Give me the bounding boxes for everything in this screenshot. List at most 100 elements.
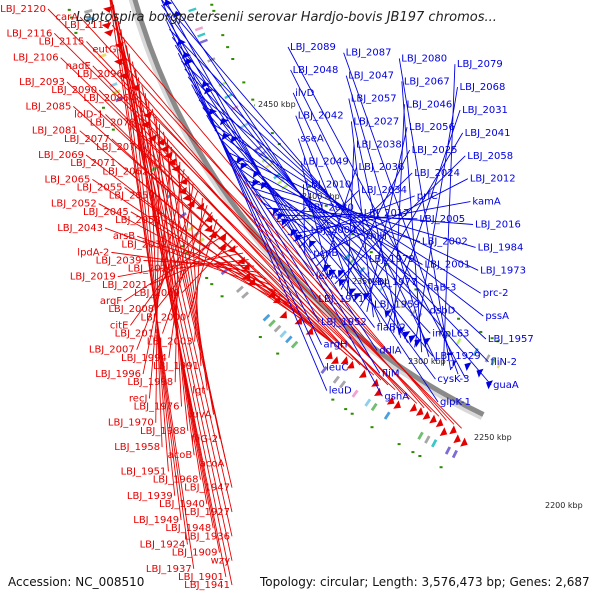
cog-block-outer: [320, 365, 328, 374]
gc-tick-outer: [180, 245, 184, 248]
gc-tick-inner: [221, 34, 225, 37]
gene-label: LBJ_2090: [51, 85, 97, 96]
gene-label: LBJ_2085: [26, 101, 72, 112]
callout-line: [117, 252, 244, 278]
gene-label: LBJ_2117: [64, 20, 110, 31]
gene-label: LBJ_2116: [6, 28, 52, 39]
cog-block-inner: [490, 357, 497, 366]
callout-line: [350, 121, 374, 318]
gc-tick-inner: [212, 9, 216, 12]
gene-label: LBJ_1984: [478, 242, 524, 253]
gc-tick-outer: [185, 251, 189, 254]
gene-label: LBJ_1979: [369, 254, 415, 265]
gc-tick-outer: [111, 128, 115, 131]
gene-label: LBJ_2071: [70, 158, 116, 169]
gene-label: arsB: [113, 231, 135, 242]
callout-line: [295, 115, 381, 323]
gene-label: leuC: [326, 363, 348, 374]
callout-line: [310, 178, 469, 261]
gene-label: LBJ_2000: [140, 312, 186, 323]
cog-block-outer: [383, 411, 391, 420]
gene-label: pcnB: [313, 248, 338, 259]
cog-block-outer: [86, 16, 95, 22]
gene-label: LBJ_1949: [133, 515, 179, 526]
cog-block-inner: [230, 105, 239, 112]
callout-line: [98, 203, 296, 310]
gene-label: LBJ_2025: [412, 145, 458, 156]
gc-tick-inner: [308, 184, 312, 187]
ruler-label-bg: [542, 499, 590, 511]
gene-label: LBJ_2055: [77, 182, 123, 193]
gene-label: LBJ_2053: [115, 215, 161, 226]
gc-tick-outer: [101, 106, 105, 109]
gene-label: LBJ_2047: [348, 71, 394, 82]
callout-line: [222, 144, 315, 277]
cog-block-outer: [98, 53, 107, 59]
reverse-gene-arrow: [346, 360, 355, 369]
callout-line: [231, 158, 423, 265]
callout-line: [110, 0, 233, 586]
forward-gene-arrow: [201, 81, 211, 89]
ruler-label: 2350 kbp: [352, 277, 390, 286]
callout-line: [120, 29, 182, 521]
gene-label: LBJ_1958: [114, 442, 160, 453]
gc-tick-inner: [351, 233, 355, 236]
gene-label: LBJ_2001: [425, 260, 471, 271]
cog-block-outer: [338, 380, 347, 389]
gene-label: LBJ_1909: [172, 548, 218, 559]
gene-label: citE: [110, 320, 129, 331]
gene-label: LBJ_1927: [184, 507, 230, 518]
callout-line: [287, 46, 466, 379]
gene-label: LBJ_2120: [0, 4, 46, 15]
gc-tick-inner: [242, 81, 246, 84]
ruler-label-bg: [255, 98, 303, 110]
cog-block-outer: [444, 446, 452, 455]
cog-block-inner: [438, 327, 445, 336]
reverse-gene-arrow: [104, 29, 114, 37]
callout-line: [115, 12, 233, 537]
callout-line: [123, 37, 233, 513]
callout-line: [202, 107, 373, 305]
gene-label: eutG: [92, 45, 116, 56]
gene-label: LBJ_2012: [470, 174, 516, 185]
callout-line: [366, 127, 408, 312]
cog-block-inner: [399, 300, 407, 309]
gene-label: gshA: [384, 391, 409, 402]
callout-line: [141, 85, 227, 464]
gc-tick-outer: [67, 8, 71, 11]
callout-line: [142, 169, 185, 375]
forward-gene-arrow: [338, 279, 347, 287]
reverse-gene-arrow: [422, 410, 431, 420]
gene-label: LBJ_2078: [90, 118, 136, 129]
gene-label: LBJ_2079: [457, 59, 503, 70]
cog-block-inner: [281, 183, 290, 191]
callout-line: [162, 219, 284, 298]
gene-label: acoB: [168, 450, 193, 461]
feature-tracks: [67, 0, 503, 469]
gene-label: LBJ_2087: [346, 48, 392, 59]
gene-label: pssA: [485, 311, 509, 322]
gc-tick-outer: [210, 283, 214, 286]
callout-line: [187, 76, 375, 328]
gc-tick-inner: [479, 330, 483, 333]
reverse-gene-arrow: [429, 414, 437, 424]
genome-title: Leptospira borgpetersenii serovar Hardjo…: [76, 10, 497, 25]
forward-gene-arrow: [354, 293, 362, 301]
callout-line: [401, 81, 423, 353]
gene-label: LBJ_1924: [140, 539, 186, 550]
callout-line: [92, 65, 410, 400]
gene-label: LBJ_2042: [298, 111, 344, 122]
callout-line: [111, 24, 447, 421]
gene-label: LBJ_2065: [45, 174, 91, 185]
cog-block-inner: [484, 354, 491, 363]
forward-gene-arrow: [220, 118, 229, 126]
gc-tick-outer: [350, 412, 354, 415]
gene-label: LBJ_1951: [121, 466, 167, 477]
callout-line: [110, 0, 227, 577]
gc-tick-outer: [74, 31, 78, 34]
gene-label: lgt: [192, 385, 205, 396]
callout-line: [255, 194, 365, 237]
gc-tick-outer: [69, 16, 73, 19]
reverse-gene-arrow: [182, 193, 191, 201]
